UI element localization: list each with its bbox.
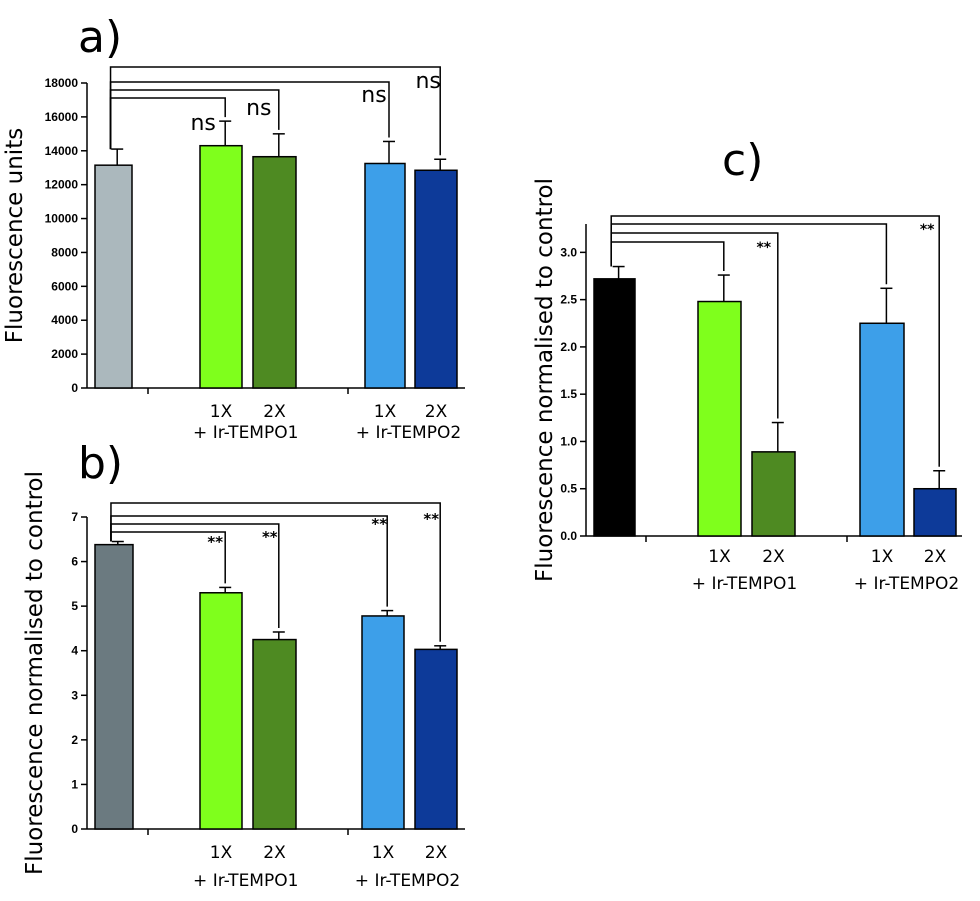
y-tick-label: 3: [71, 688, 78, 702]
significance-label: **: [920, 222, 935, 238]
significance-label: **: [371, 515, 387, 533]
y-tick-label: 6: [71, 555, 78, 569]
y-tick-label: 1.0: [560, 434, 577, 448]
y-tick-label: 0: [71, 381, 78, 395]
compound-label: + Ir-TEMPO2: [355, 871, 460, 891]
y-tick-label: 1.5: [560, 387, 577, 401]
dose-label: 2X: [762, 547, 785, 567]
y-tick-label: 5: [71, 599, 78, 613]
compound-label: + Ir-TEMPO1: [193, 423, 298, 443]
bar-2x-ir-tempo2: [414, 169, 458, 389]
significance-bracket: [109, 66, 441, 156]
significance-label: ns: [246, 96, 271, 121]
compound-label: + Ir-TEMPO1: [193, 871, 298, 891]
bar-2x-ir-tempo2: [414, 648, 458, 830]
y-tick-label: 2000: [51, 347, 78, 361]
chart-panel-c: c) Fluorescence normalised to control 0.0 0…: [532, 135, 962, 594]
significance-bracket: [610, 232, 779, 419]
panel-label: a): [78, 12, 122, 63]
bar-1x-ir-tempo2: [859, 322, 905, 537]
significance-label: ns: [361, 83, 386, 108]
y-tick-label: 2.0: [560, 340, 577, 354]
dose-label: 1X: [708, 547, 731, 567]
panel-label: c): [722, 135, 763, 186]
significance-bracket: [110, 523, 280, 628]
bar-1x-ir-tempo2: [364, 162, 406, 389]
chart-panel-b: b) Fluorescence normalised to control 0 1 2 3…: [22, 438, 465, 891]
bar-control: [593, 278, 636, 537]
dose-label: 1X: [374, 402, 397, 422]
y-tick-label: 4000: [51, 313, 78, 327]
significance-label: **: [207, 533, 223, 551]
bar-control: [94, 164, 133, 389]
y-tick-label: 6000: [51, 279, 78, 293]
significance-label: **: [423, 510, 439, 528]
significance-bracket: [110, 502, 441, 642]
y-axis-label: Fluorescence normalised to control: [532, 178, 558, 582]
dose-label: 1X: [210, 402, 233, 422]
bar-2x-ir-tempo1: [252, 638, 297, 830]
compound-label: + Ir-TEMPO2: [854, 574, 959, 594]
significance-bracket: [110, 515, 388, 607]
bar-2x-ir-tempo1: [751, 451, 796, 537]
y-tick-label: 8000: [51, 245, 78, 259]
y-tick-label: 14000: [45, 144, 79, 158]
y-tick-label: 10000: [45, 212, 79, 226]
y-tick-label: 1: [71, 777, 78, 791]
significance-label: ns: [190, 111, 215, 136]
dose-label: 2X: [924, 547, 947, 567]
bar-2x-ir-tempo2: [913, 487, 957, 537]
bar-2x-ir-tempo1: [252, 155, 297, 389]
significance-label: ns: [415, 69, 440, 94]
y-tick-label: 0.0: [560, 529, 577, 543]
significance-label: **: [756, 240, 771, 256]
y-axis-label: Fluorescence units: [2, 128, 28, 343]
dose-label: 2X: [425, 402, 448, 422]
dose-label: 2X: [425, 843, 448, 863]
y-tick-label: 18000: [45, 76, 79, 90]
significance-bracket: [610, 215, 940, 467]
compound-label: + Ir-TEMPO2: [356, 423, 461, 443]
y-tick-label: 7: [71, 510, 78, 524]
chart-panel-a: a) Fluorescence units 0 2000 4000 6000 8000 100…: [2, 12, 465, 443]
dose-label: 1X: [871, 547, 894, 567]
dose-label: 1X: [210, 843, 233, 863]
significance-label: **: [262, 528, 278, 546]
y-axis-label: Fluorescence normalised to control: [22, 471, 48, 875]
y-tick-label: 0: [71, 822, 78, 836]
y-tick-label: 2.5: [560, 293, 577, 307]
compound-label: + Ir-TEMPO1: [692, 574, 797, 594]
bar-1x-ir-tempo2: [361, 615, 405, 830]
bar-1x-ir-tempo1: [697, 300, 742, 537]
y-tick-label: 0.5: [560, 482, 577, 496]
y-tick-label: 3.0: [560, 245, 577, 259]
bar-control: [94, 543, 134, 830]
bar-1x-ir-tempo1: [199, 144, 243, 389]
y-tick-label: 2: [71, 733, 78, 747]
dose-label: 2X: [263, 843, 286, 863]
y-tick-label: 16000: [45, 110, 79, 124]
y-tick-label: 4: [71, 644, 78, 658]
significance-bracket: [610, 241, 725, 272]
dose-label: 2X: [263, 402, 286, 422]
bar-1x-ir-tempo1: [199, 592, 243, 830]
y-tick-label: 12000: [45, 178, 79, 192]
panel-label: b): [78, 438, 123, 489]
dose-label: 1X: [372, 843, 395, 863]
